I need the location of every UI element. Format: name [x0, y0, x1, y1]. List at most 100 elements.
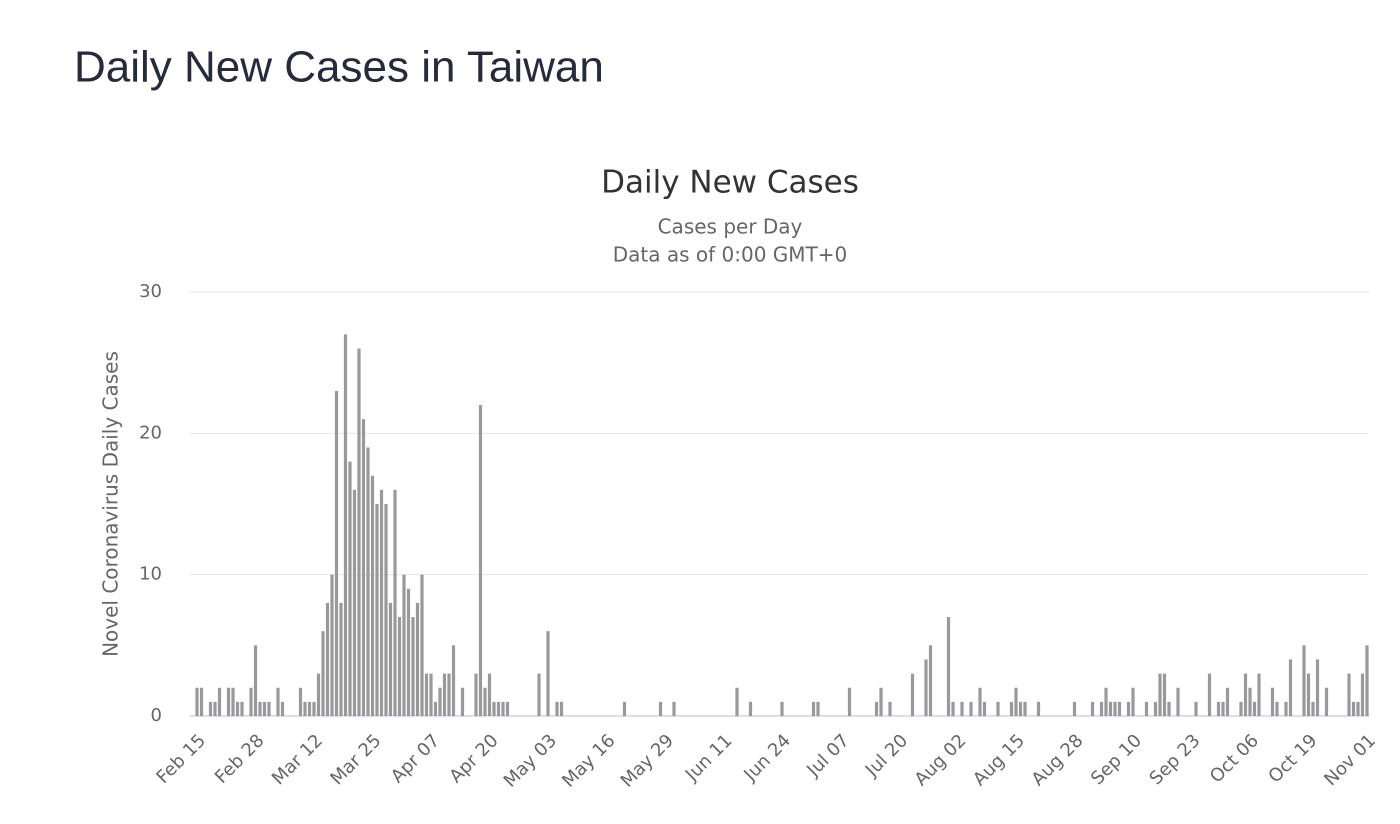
bar: [879, 687, 883, 716]
bar: [253, 645, 258, 716]
bar: [339, 602, 343, 716]
bar: [1108, 701, 1113, 716]
bar: [411, 617, 415, 716]
bar: [424, 673, 429, 716]
bar: [1270, 687, 1275, 716]
x-tick-label: Mar 25: [326, 730, 385, 789]
bar: [307, 701, 312, 716]
bar: [1252, 701, 1257, 716]
bar: [888, 701, 892, 716]
bar: [1347, 673, 1351, 716]
bar: [208, 701, 213, 716]
bar: [874, 701, 879, 716]
bar: [546, 631, 550, 716]
bar: [213, 701, 217, 716]
bar: [1023, 701, 1027, 716]
bar: [348, 461, 352, 716]
bar: [1117, 701, 1122, 716]
x-tick-label: Aug 02: [911, 730, 971, 790]
chart-title: Daily New Cases: [601, 165, 859, 201]
bar: [298, 687, 303, 716]
bar: [780, 701, 784, 716]
bar: [1311, 701, 1315, 716]
bar: [735, 687, 739, 716]
bar: [384, 504, 388, 716]
bar: [811, 701, 816, 716]
bar: [321, 631, 325, 716]
bar: [262, 701, 267, 716]
x-tick-label: Mar 12: [268, 730, 327, 789]
bar: [816, 701, 820, 716]
bar: [1275, 701, 1279, 716]
bar: [847, 687, 852, 716]
bar: [361, 419, 366, 716]
bar: [1176, 687, 1180, 716]
bar: [1365, 645, 1369, 716]
bar: [1288, 659, 1293, 716]
y-tick-label: 0: [151, 705, 162, 726]
bar: [496, 701, 501, 716]
bar: [199, 687, 204, 716]
bar: [316, 673, 321, 716]
bar: [240, 701, 244, 716]
bar: [483, 687, 487, 716]
x-tick-label: Jun 24: [739, 730, 795, 786]
bar: [420, 574, 424, 716]
bar: [280, 701, 285, 716]
bar: [388, 602, 393, 716]
bar: [1360, 673, 1365, 716]
x-tick-label: Jun 11: [681, 730, 737, 786]
bar: [451, 645, 456, 716]
bar: [978, 687, 982, 716]
bar: [334, 390, 339, 716]
bar: [393, 489, 397, 716]
bar: [1131, 687, 1135, 716]
bar: [982, 701, 987, 716]
bar: [748, 701, 753, 716]
bar: [1257, 673, 1261, 716]
y-tick-label: 10: [139, 564, 162, 585]
bar: [946, 617, 951, 716]
bar: [1221, 701, 1225, 716]
bar: [622, 701, 627, 716]
bar: [1113, 701, 1117, 716]
bar: [402, 574, 406, 716]
x-tick-label: May 16: [558, 730, 619, 791]
bar: [1351, 701, 1356, 716]
x-tick-label: Apr 20: [445, 730, 502, 787]
x-tick-label: May 03: [500, 730, 561, 791]
bar: [1207, 673, 1212, 716]
bar: [996, 701, 1000, 716]
bar: [1126, 701, 1131, 716]
bar: [375, 504, 379, 716]
bar: [303, 701, 307, 716]
bar: [276, 687, 280, 716]
chart-subtitle: Data as of 0:00 GMT+0: [613, 243, 848, 267]
bar: [1194, 701, 1198, 716]
bar: [910, 673, 915, 716]
bar: [505, 701, 510, 716]
bar: [235, 701, 240, 716]
x-tick-label: May 29: [617, 730, 678, 791]
x-tick-label: Feb 15: [152, 730, 210, 788]
bar: [343, 334, 348, 716]
bar: [447, 673, 451, 716]
bar: [226, 687, 231, 716]
y-tick-label: 20: [139, 422, 162, 443]
bar: [1090, 701, 1095, 716]
bar: [1072, 701, 1077, 716]
bar: [555, 701, 559, 716]
bar: [330, 574, 334, 716]
bar: [501, 701, 505, 716]
bar: [969, 701, 973, 716]
bar: [1036, 701, 1041, 716]
bar: [195, 687, 199, 716]
bar: [478, 405, 483, 716]
x-tick-label: Jul 07: [802, 730, 853, 781]
bar: [1099, 701, 1104, 716]
x-tick-label: Feb 28: [211, 730, 269, 788]
bar: [1239, 701, 1243, 716]
bar: [460, 687, 465, 716]
